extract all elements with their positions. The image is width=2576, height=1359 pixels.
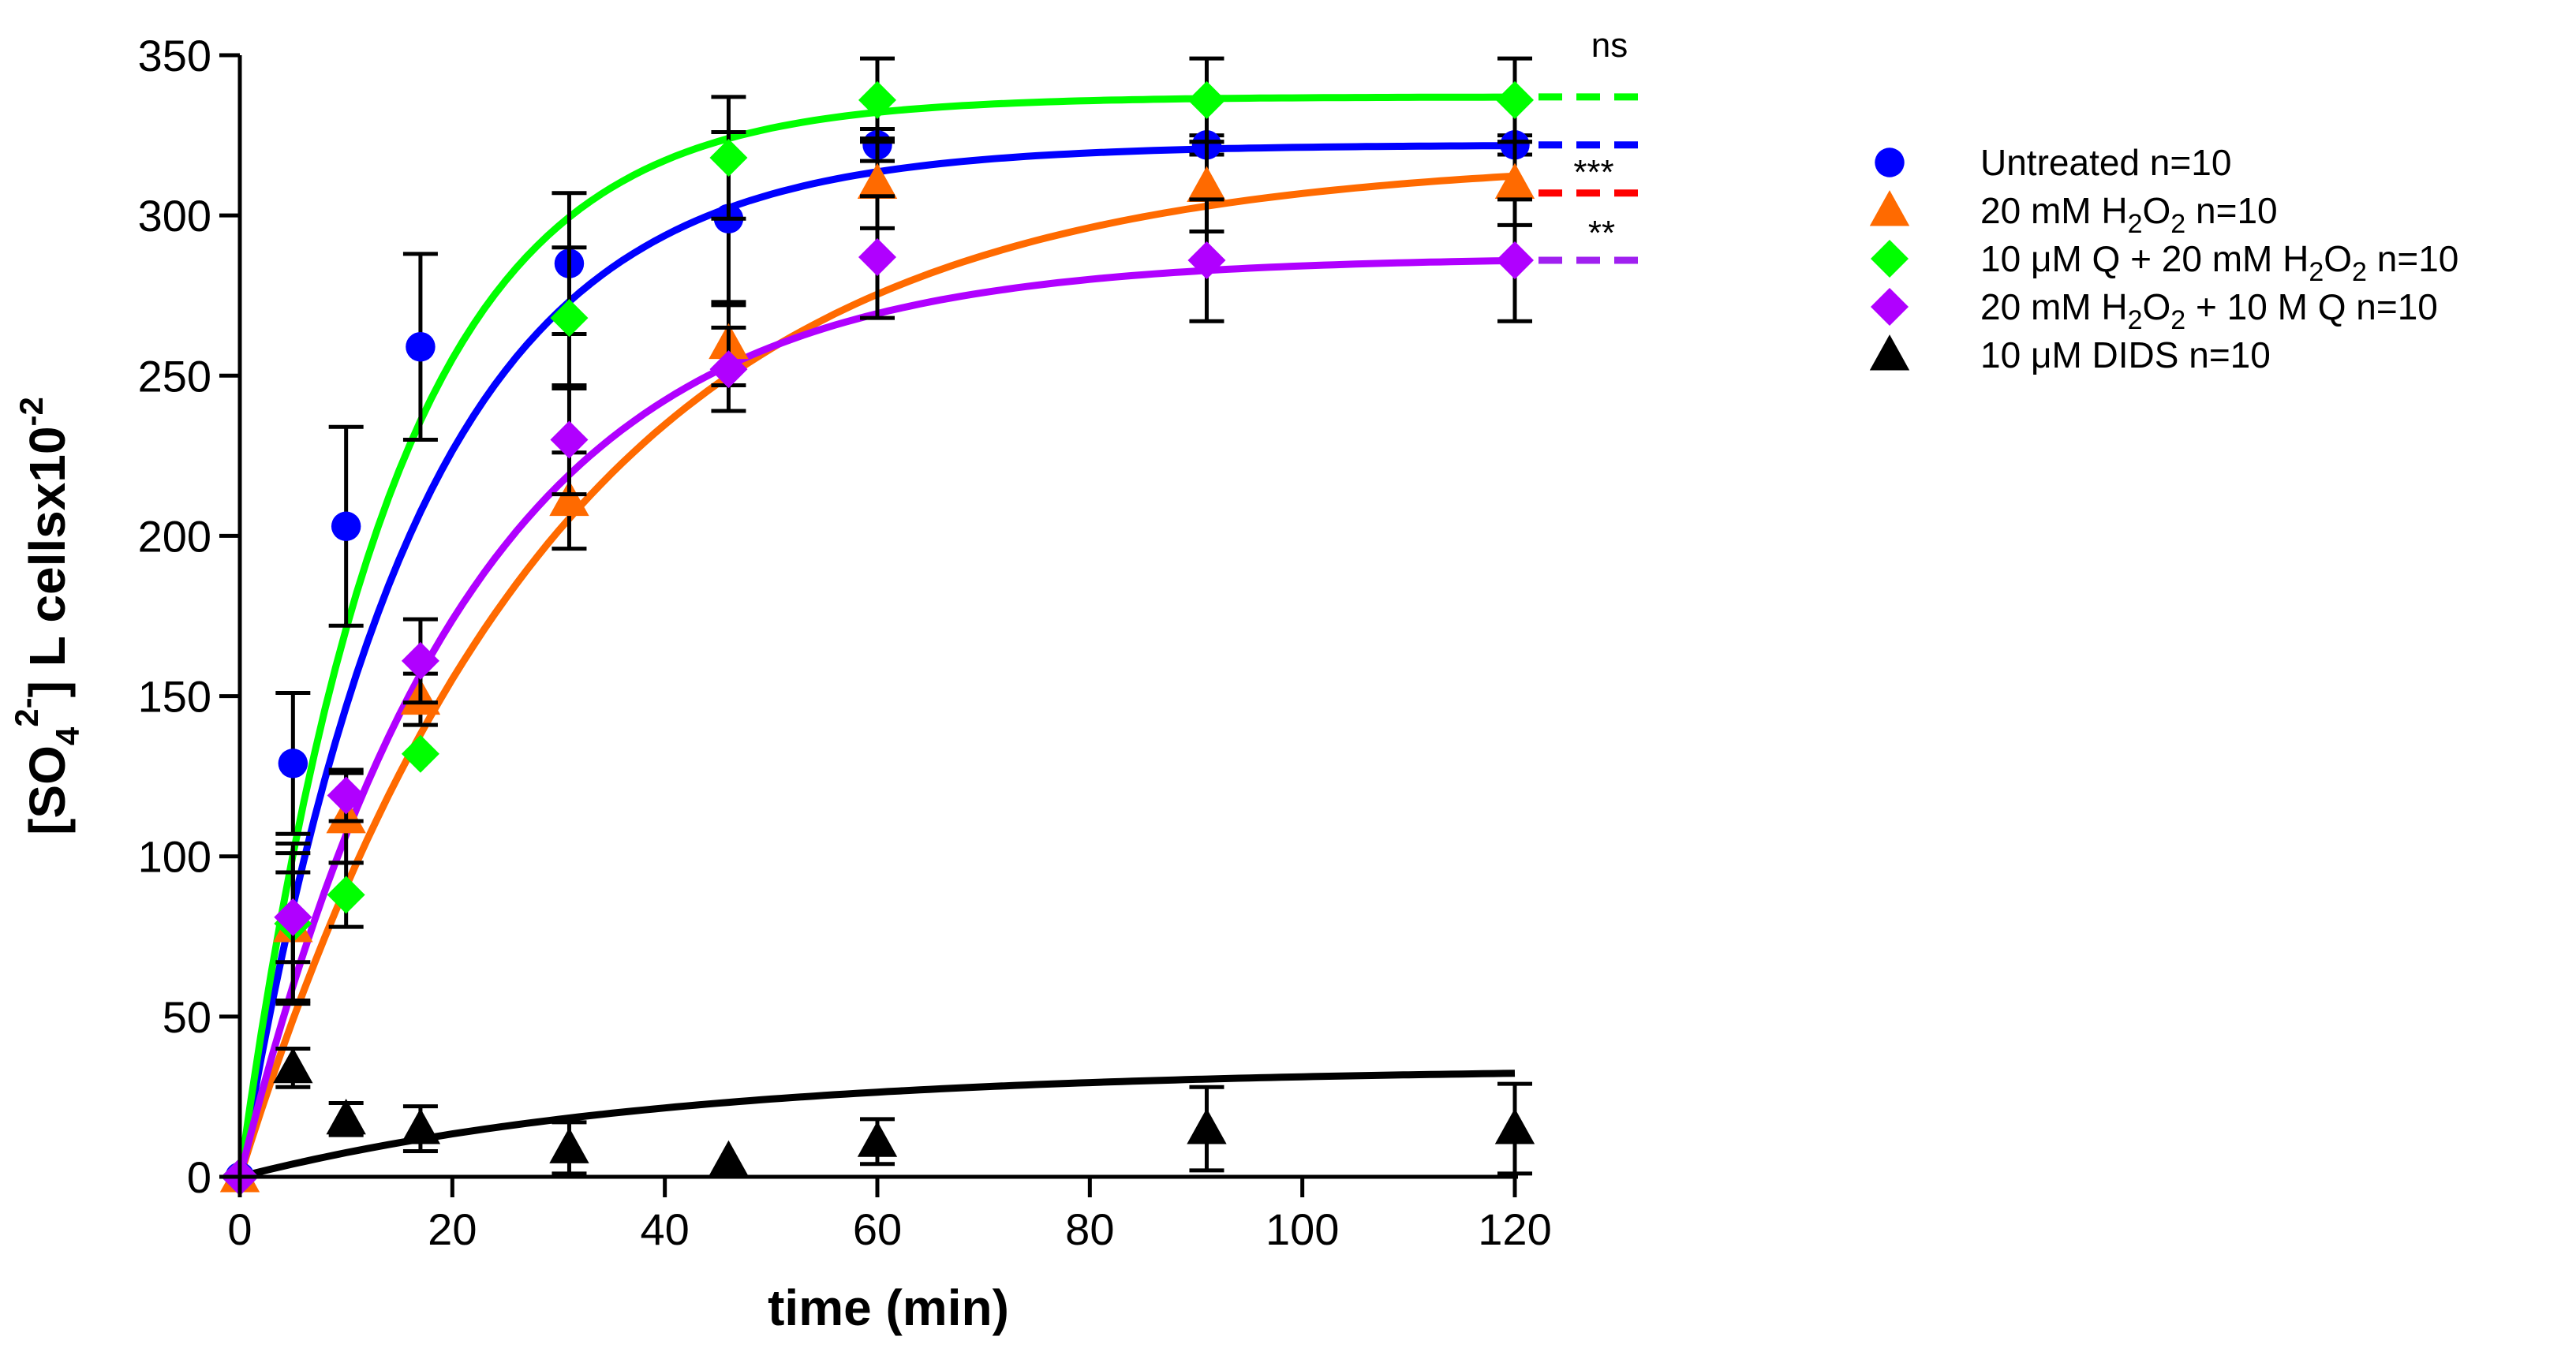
data-point-10-m-q-20-mm-h2o2-n-10: [858, 80, 896, 119]
legend-item: 20 mM H2O2 + 10 M Q n=10: [1871, 286, 2438, 335]
data-point-20-mm-h2o2-n-10: [1494, 162, 1535, 199]
data-point-10-m-q-20-mm-h2o2-n-10: [709, 139, 748, 177]
data-point-20-mm-h2o2-n-10: [857, 162, 898, 199]
x-tick-label: 0: [227, 1204, 252, 1254]
y-tick-label: 100: [138, 832, 211, 882]
y-tick-label: 50: [163, 992, 211, 1042]
legend-item: 20 mM H2O2 n=10: [1869, 190, 2278, 239]
data-point-10-m-q-20-mm-h2o2-n-10: [327, 876, 365, 914]
data-point-20-mm-h2o2-10-m-q-n-10: [858, 237, 896, 276]
plot-area: [219, 56, 1649, 1196]
significance-annotations: ns*****: [1573, 26, 1628, 252]
legend-item: 10 μM DIDS n=10: [1869, 334, 2271, 375]
data-point-10-m-q-20-mm-h2o2-n-10: [1496, 80, 1534, 119]
data-point-10-m-dids-n-10: [708, 1140, 749, 1177]
x-tick-label: 40: [641, 1204, 690, 1254]
legend-label: 10 μM Q + 20 mM H2O2 n=10: [1980, 238, 2458, 287]
y-ticks: 0 50 100 150 200 250 300 350: [138, 31, 240, 1202]
significance-label: ns: [1591, 26, 1628, 65]
x-tick-label: 80: [1065, 1204, 1114, 1254]
data-point-untreated-n-10: [278, 749, 308, 778]
legend-marker-20-mm-h2o2-10-m-q-n-10: [1871, 288, 1909, 326]
data-point-untreated-n-10: [331, 511, 361, 541]
data-point-20-mm-h2o2-10-m-q-n-10: [327, 776, 365, 815]
data-point-10-m-dids-n-10: [400, 1108, 441, 1144]
data-point-20-mm-h2o2-10-m-q-n-10: [401, 641, 439, 680]
legend-label: 20 mM H2O2 + 10 M Q n=10: [1980, 286, 2438, 335]
significance-label: **: [1588, 214, 1615, 252]
legend-item: 10 μM Q + 20 mM H2O2 n=10: [1871, 238, 2458, 287]
data-point-10-m-dids-n-10: [326, 1098, 366, 1135]
y-tick-label: 0: [187, 1152, 211, 1202]
x-tick-label: 20: [428, 1204, 477, 1254]
data-point-10-m-dids-n-10: [273, 1047, 313, 1084]
legend-marker-10-m-q-20-mm-h2o2-n-10: [1871, 240, 1909, 278]
legend-marker-20-mm-h2o2-n-10: [1869, 190, 1910, 226]
data-point-20-mm-h2o2-10-m-q-n-10: [274, 898, 312, 936]
fit-curve-10-m-dids-n-10: [238, 1070, 1516, 1181]
x-tick-label: 120: [1478, 1204, 1551, 1254]
data-point-10-m-dids-n-10: [549, 1127, 589, 1163]
legend-item: Untreated n=10: [1875, 142, 2231, 183]
y-axis-title: [SO42-] L cellsx10-2: [8, 397, 86, 835]
legend-label: Untreated n=10: [1980, 142, 2231, 183]
x-tick-label: 60: [853, 1204, 902, 1254]
y-tick-label: 200: [138, 511, 211, 561]
significance-label: ***: [1573, 153, 1613, 192]
data-point-20-mm-h2o2-10-m-q-n-10: [1187, 241, 1226, 280]
y-tick-label: 250: [138, 351, 211, 401]
data-point-10-m-dids-n-10: [1494, 1108, 1535, 1144]
y-tick-label: 300: [138, 191, 211, 241]
data-point-10-m-dids-n-10: [1187, 1108, 1227, 1144]
legend-marker-10-m-dids-n-10: [1869, 334, 1910, 371]
legend-label: 10 μM DIDS n=10: [1980, 334, 2271, 375]
x-tick-label: 100: [1266, 1204, 1339, 1254]
data-point-10-m-dids-n-10: [857, 1121, 898, 1157]
data-point-untreated-n-10: [406, 332, 436, 362]
y-tick-label: 150: [138, 672, 211, 722]
data-point-20-mm-h2o2-10-m-q-n-10: [550, 420, 589, 459]
data-point-10-m-q-20-mm-h2o2-n-10: [401, 734, 439, 773]
data-point-10-m-q-20-mm-h2o2-n-10: [1187, 80, 1226, 119]
data-point-20-mm-h2o2-10-m-q-n-10: [1496, 241, 1534, 280]
data-point-20-mm-h2o2-n-10: [1187, 166, 1227, 203]
x-ticks: 0 20 40 60 80 100 120: [227, 1177, 1552, 1254]
data-point-10-m-q-20-mm-h2o2-n-10: [550, 299, 589, 338]
fit-curve-20-mm-h2o2-n-10: [236, 172, 1516, 1178]
data-point-20-mm-h2o2-10-m-q-n-10: [709, 350, 748, 389]
data-point-20-mm-h2o2-n-10: [549, 480, 589, 517]
x-axis-title: time (min): [768, 1279, 1009, 1336]
legend-marker-untreated-n-10: [1875, 147, 1905, 177]
legend-label: 20 mM H2O2 n=10: [1980, 190, 2278, 239]
y-tick-label: 350: [138, 31, 211, 80]
